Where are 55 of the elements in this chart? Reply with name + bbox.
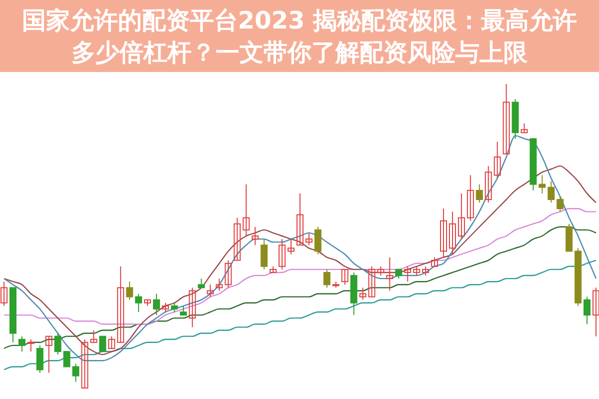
candlestick — [206, 284, 214, 298]
candlestick — [72, 363, 80, 382]
candlestick — [188, 287, 196, 328]
candlestick — [431, 256, 438, 267]
candlestick — [0, 281, 8, 306]
candlestick — [234, 217, 241, 261]
candlestick — [108, 336, 116, 349]
candlestick — [45, 336, 52, 374]
candlestick — [162, 302, 169, 312]
candlestick — [305, 232, 312, 246]
candlestick — [180, 305, 187, 316]
candlestick — [404, 266, 412, 282]
candlestick — [152, 293, 160, 316]
candlestick — [170, 302, 178, 312]
candlestick — [278, 238, 286, 270]
candlestick — [476, 184, 483, 204]
candlestick — [584, 296, 591, 325]
candlestick — [54, 332, 62, 356]
candlestick — [538, 174, 546, 194]
candlestick — [18, 336, 26, 352]
candlestick — [126, 281, 134, 300]
candlestick — [296, 192, 304, 246]
candlestick — [548, 180, 555, 204]
candlestick — [260, 238, 268, 270]
candlestick — [341, 268, 348, 286]
candlestick — [386, 256, 394, 292]
candlestick — [36, 344, 44, 374]
candlestick — [242, 184, 250, 236]
candlestick — [81, 338, 88, 388]
candlestick — [556, 196, 564, 212]
candlestick — [252, 226, 259, 246]
candlestick — [520, 123, 528, 134]
candlestick — [323, 268, 330, 288]
candlestick — [448, 211, 456, 255]
candlestick — [63, 351, 70, 368]
candlestick — [422, 266, 430, 276]
candlestick — [502, 84, 510, 154]
candlestick — [288, 238, 295, 255]
candlestick — [413, 266, 420, 276]
candlestick — [466, 174, 474, 222]
candlestick — [90, 330, 98, 343]
candlestick — [359, 287, 366, 300]
candlestick — [314, 226, 322, 255]
candlestick — [27, 338, 34, 352]
candlestick — [494, 141, 501, 179]
chart-title: 国家允许的配资平台2023 揭秘配资极限：最高允许多少倍杠杆？一文带你了解配资风险与上限 — [22, 6, 578, 66]
candlestick — [592, 287, 599, 337]
candlestick — [484, 166, 492, 204]
candlestick — [117, 266, 124, 343]
candlestick — [135, 293, 142, 312]
candlestick — [458, 192, 465, 240]
candlestick — [99, 336, 106, 352]
candlestick — [198, 278, 205, 288]
candlestick — [440, 208, 448, 258]
candlestick — [395, 268, 402, 280]
